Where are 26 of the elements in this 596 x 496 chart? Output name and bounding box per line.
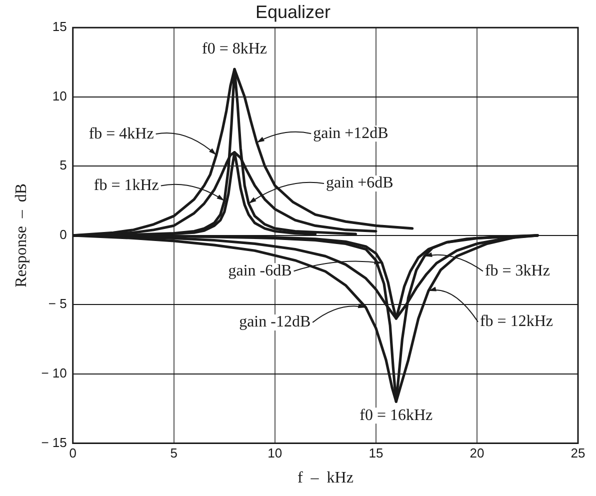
annotation: fb = 12kHz <box>480 313 553 330</box>
x-axis-title: f – kHz <box>297 470 354 487</box>
annotation: gain +12dB <box>313 124 388 142</box>
annotation: gain +6dB <box>326 174 394 192</box>
annotation: gain -6dB <box>228 262 292 280</box>
y-tick-label: 15 <box>52 19 67 34</box>
x-tick-label: 0 <box>69 446 76 461</box>
y-tick-label: − 5 <box>48 296 67 312</box>
annotation: gain -12dB <box>239 314 311 331</box>
y-tick-label: − 15 <box>41 434 67 450</box>
annotation: f0 = 8kHz <box>202 40 268 58</box>
annotation: f0 = 16kHz <box>360 406 433 424</box>
annotation: fb = 1kHz <box>94 176 159 194</box>
chart-title: Equalizer <box>255 2 331 22</box>
y-tick-label: 5 <box>60 158 67 173</box>
y-tick-label: − 10 <box>41 366 67 381</box>
y-tick-label: 10 <box>52 88 67 104</box>
annotation: fb = 4kHz <box>88 125 154 142</box>
x-tick-label: 15 <box>368 446 384 461</box>
y-axis-title: Response – dB <box>12 183 30 288</box>
x-tick-label: 25 <box>570 446 586 461</box>
x-tick-label: 20 <box>470 446 484 461</box>
y-tick-label: 0 <box>60 226 67 242</box>
annotation: fb = 3kHz <box>484 262 550 280</box>
x-tick-label: 10 <box>268 446 282 461</box>
x-tick-label: 5 <box>170 446 178 461</box>
